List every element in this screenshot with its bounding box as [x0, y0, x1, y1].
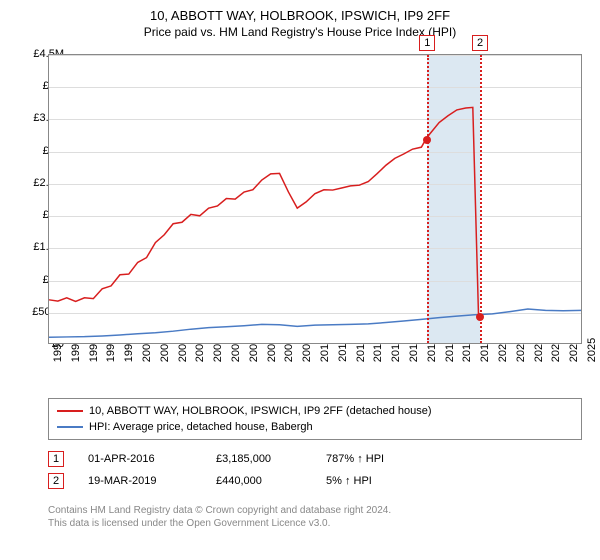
series-address [49, 107, 478, 314]
footer-line2: This data is licensed under the Open Gov… [48, 517, 582, 530]
marker-point [423, 136, 431, 144]
event-marker: 1 [48, 451, 64, 467]
event-date: 01-APR-2016 [88, 453, 192, 465]
chart-title: 10, ABBOTT WAY, HOLBROOK, IPSWICH, IP9 2… [0, 0, 600, 23]
legend: 10, ABBOTT WAY, HOLBROOK, IPSWICH, IP9 2… [48, 398, 582, 440]
event-marker: 2 [48, 473, 64, 489]
event-row: 2 19-MAR-2019 £440,000 5% ↑ HPI [48, 470, 582, 492]
chart-container: 10, ABBOTT WAY, HOLBROOK, IPSWICH, IP9 2… [0, 0, 600, 560]
series-hpi [49, 309, 581, 337]
chart-subtitle: Price paid vs. HM Land Registry's House … [0, 23, 600, 45]
marker-label: 1 [419, 35, 435, 51]
event-value: £440,000 [216, 475, 302, 487]
marker-line [480, 55, 482, 343]
legend-label: 10, ABBOTT WAY, HOLBROOK, IPSWICH, IP9 2… [89, 405, 432, 417]
event-hpi: 787% ↑ HPI [326, 453, 398, 465]
event-row: 1 01-APR-2016 £3,185,000 787% ↑ HPI [48, 448, 582, 470]
chart-lines [49, 55, 581, 343]
event-hpi: 5% ↑ HPI [326, 475, 398, 487]
legend-item: HPI: Average price, detached house, Babe… [57, 419, 573, 435]
footer-line1: Contains HM Land Registry data © Crown c… [48, 504, 582, 517]
x-tick-label: 2025 [586, 338, 598, 362]
marker-line [427, 55, 429, 343]
legend-swatch [57, 426, 83, 428]
marker-point [476, 313, 484, 321]
event-value: £3,185,000 [216, 453, 302, 465]
event-list: 1 01-APR-2016 £3,185,000 787% ↑ HPI 2 19-MAR-… [48, 448, 582, 492]
event-date: 19-MAR-2019 [88, 475, 192, 487]
legend-swatch [57, 410, 83, 412]
legend-item: 10, ABBOTT WAY, HOLBROOK, IPSWICH, IP9 2… [57, 403, 573, 419]
legend-label: HPI: Average price, detached house, Babe… [89, 421, 313, 433]
footer: Contains HM Land Registry data © Crown c… [48, 504, 582, 530]
chart-plot-area: 12 [48, 54, 582, 344]
marker-label: 2 [472, 35, 488, 51]
